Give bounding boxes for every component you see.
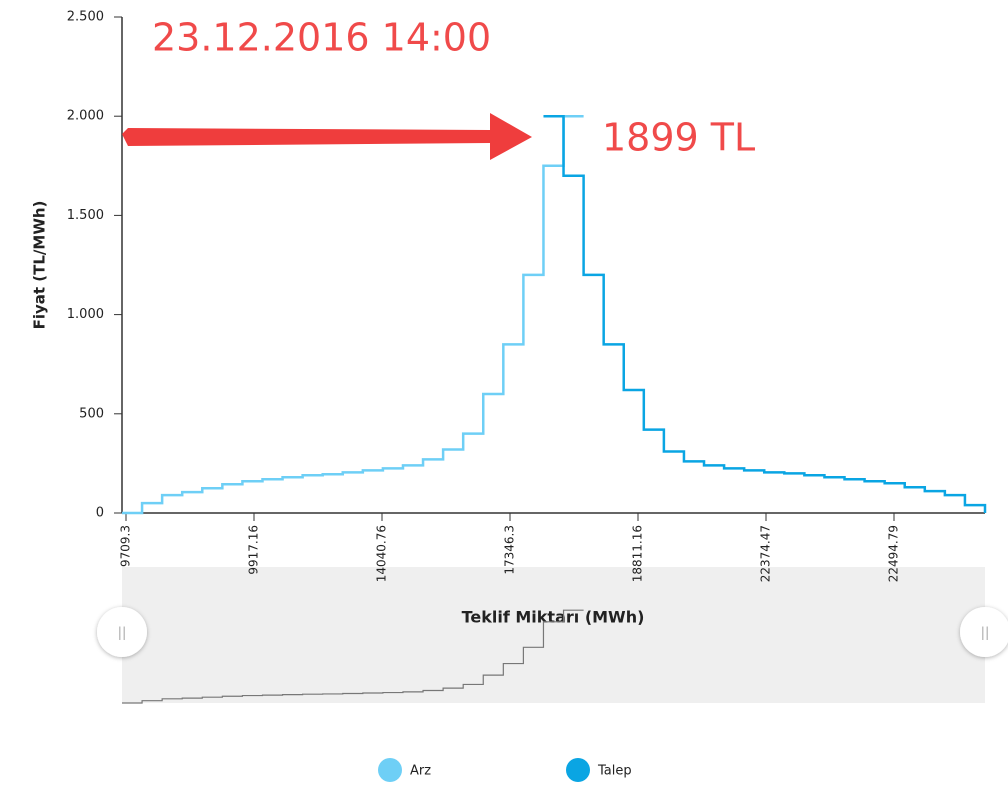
nav-handle[interactable] [960, 607, 1008, 657]
y-tick-label: 2.500 [67, 10, 104, 25]
series-line [122, 114, 584, 515]
arrow [122, 113, 532, 160]
navigator-line [122, 609, 584, 704]
chart-title: 23.12.2016 14:00 [152, 16, 491, 60]
x-tick-label: 17346.3 [503, 525, 517, 575]
x-tick-label: 14040.76 [375, 525, 389, 582]
legend-label: Arz [410, 764, 431, 779]
y-axis-title: Fiyat (TL/MWh) [31, 201, 49, 330]
legend-marker [566, 758, 590, 782]
nav-handle-icon: || [981, 626, 990, 641]
plot: 0 500 1.000 1.500 2.000 2.500 9709.3 9917.16 140… [67, 10, 987, 782]
x-tick-label: 22494.79 [887, 525, 901, 582]
annotation: 1899 TL [602, 116, 755, 160]
legend-marker [378, 758, 402, 782]
x-tick-label: 18811.16 [631, 525, 645, 582]
x-tick-label: 9709.3 [119, 525, 133, 567]
nav-handle[interactable] [97, 607, 147, 657]
series-line [543, 114, 987, 513]
x-axis-title: Teklif Miktarı (MWh) [462, 608, 645, 627]
x-tick-label: 9917.16 [247, 525, 261, 575]
navigator [122, 567, 985, 703]
nav-handle-icon: || [118, 626, 127, 641]
legend-label: Talep [597, 764, 632, 779]
y-tick-label: 1.000 [67, 307, 104, 322]
y-tick-label: 2.000 [67, 109, 104, 124]
y-tick-label: 1.500 [67, 208, 104, 223]
y-tick-label: 0 [96, 506, 104, 521]
x-tick-label: 22374.47 [759, 525, 773, 582]
y-tick-label: 500 [79, 406, 104, 421]
